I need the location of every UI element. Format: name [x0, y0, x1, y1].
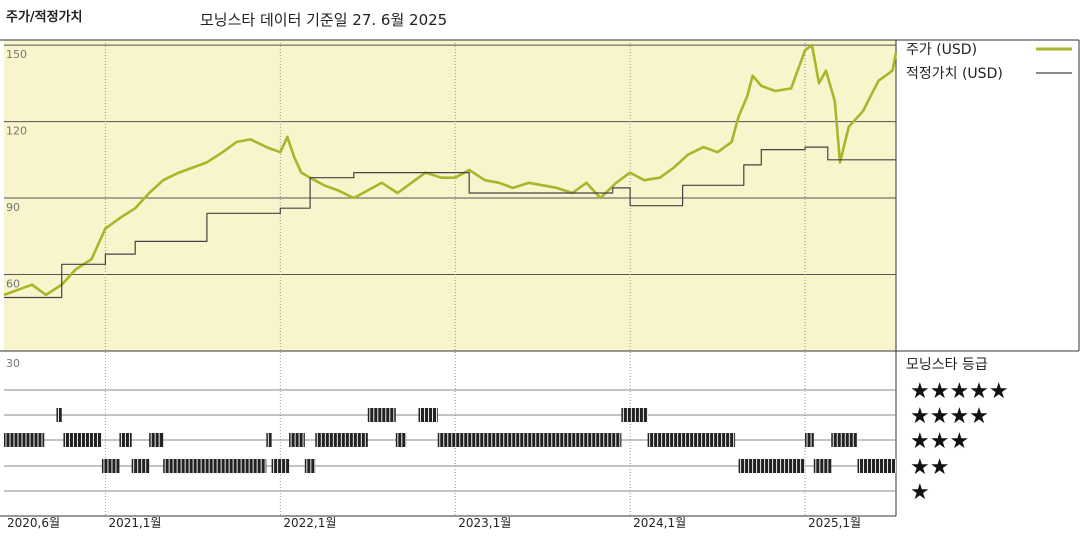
y-tick-label: 150	[6, 48, 27, 61]
y-tick-label: 60	[6, 278, 20, 291]
x-tick-label: 2024,1월	[633, 516, 686, 530]
rating-legend-stars: ★★★	[910, 429, 969, 454]
rating-period-4-star	[56, 408, 62, 422]
rating-legend-title: 모닝스타 등급	[906, 357, 988, 373]
rating-axis-label: 30	[6, 357, 20, 370]
rating-legend-stars: ★★★★	[910, 404, 989, 429]
rating-period-3-star	[831, 433, 858, 447]
rating-period-2-star	[163, 459, 267, 473]
legend-label: 적정가치 (USD)	[906, 66, 1003, 82]
rating-legend-stars: ★★	[910, 455, 949, 480]
y-tick-label: 120	[6, 125, 27, 138]
fair-value-line	[4, 146, 896, 299]
rating-period-3-star	[266, 433, 272, 447]
rating-period-2-star	[271, 459, 290, 473]
x-tick-label: 2022,1월	[283, 516, 336, 530]
rating-period-4-star	[621, 408, 648, 422]
legend-label: 주가 (USD)	[906, 42, 977, 58]
y-tick-label: 90	[6, 201, 20, 214]
rating-period-2-star	[813, 459, 832, 473]
rating-period-2-star	[131, 459, 150, 473]
rating-period-3-star	[395, 433, 407, 447]
x-tick-label: 2021,1월	[108, 516, 161, 530]
series	[3, 43, 898, 299]
x-tick-label: 2020,6월	[7, 516, 60, 530]
rating-period-2-star	[101, 459, 120, 473]
rating-period-2-star	[304, 459, 316, 473]
chart-subtitle: 모닝스타 데이터 기준일 27. 6월 2025	[200, 11, 448, 29]
chart-title: 주가/적정가치	[6, 10, 83, 25]
x-tick-label: 2025,1월	[808, 516, 861, 530]
price-line	[3, 43, 898, 297]
rating-period-3-star	[289, 433, 305, 447]
x-tick-label: 2023,1월	[458, 516, 511, 530]
rating-legend-stars: ★	[910, 480, 930, 505]
axes: 150 120 90 60 30 2020,6월 2021,1월 2022,1월 2023,1월…	[6, 48, 861, 530]
rating-legend-stars: ★★★★★	[910, 379, 1009, 404]
legend: 주가 (USD)적정가치 (USD)모닝스타 등급★★★★★★★★★★★★★★★	[906, 42, 1072, 505]
rating-period-3-star	[437, 433, 622, 447]
rating-period-3-star	[805, 433, 814, 447]
rating-bars	[4, 408, 897, 473]
